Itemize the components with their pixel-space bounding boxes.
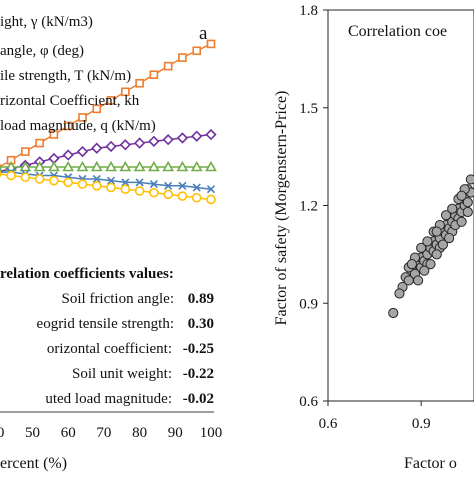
series-marker-friction_angle (150, 71, 157, 78)
right-x-tick-label: 0.6 (319, 416, 338, 432)
right-y-tick-label: 1.8 (299, 3, 318, 19)
annotation-label-horizontal: orizontal coefficient: (47, 341, 172, 357)
annotation-label-unit-weight: Soil unit weight: (72, 366, 172, 382)
right-y-tick-label: 1.5 (299, 101, 318, 117)
scatter-point (423, 237, 432, 246)
annotation-value-horizontal: -0.25 (183, 341, 214, 357)
series-marker-horizontal_coeff (164, 190, 172, 198)
series-marker-horizontal_coeff (50, 177, 58, 185)
panel-label: a (199, 23, 208, 44)
series-marker-horizontal_coeff (36, 175, 44, 183)
scatter-point (463, 207, 472, 216)
legend-entry-friction-angle: angle, φ (deg) (0, 43, 84, 59)
series-marker-horizontal_coeff (178, 192, 186, 200)
left-chart: 2030405060708090100 a ight, γ (kN/m3) an… (0, 0, 230, 474)
right-scatter-points (389, 175, 474, 318)
series-marker-horizontal_coeff (207, 195, 215, 203)
annotation-label-load: uted load magnitude: (45, 391, 172, 407)
annotation-heading: relation coefficients values: (0, 266, 174, 282)
series-marker-horizontal_coeff (107, 184, 115, 192)
series-marker-friction_angle (36, 140, 43, 147)
scatter-point (466, 175, 474, 184)
right-y-tick-group: 0.6 0.9 1.2 1.5 1.8 (299, 3, 328, 410)
right-y-tick-label: 0.6 (299, 394, 318, 410)
annotation-value-friction: 0.89 (188, 291, 214, 307)
scatter-point (432, 250, 441, 259)
scatter-point (426, 260, 435, 269)
series-marker-horizontal_coeff (93, 182, 101, 190)
series-marker-friction_angle (136, 80, 143, 87)
right-y-tick-label: 1.2 (299, 199, 318, 215)
legend-entry-horizontal-coeff: rizontal Coefficient, kh (0, 93, 140, 109)
series-marker-horizontal_coeff (121, 185, 129, 193)
scatter-point (413, 276, 422, 285)
series-marker-friction_angle (193, 47, 200, 54)
scatter-point (457, 191, 466, 200)
left-x-axis-label: ercent (%) (0, 455, 67, 472)
right-x-axis-label: Factor o (404, 455, 457, 472)
left-x-tick-label: 60 (61, 425, 76, 441)
right-chart: 0.6 0.9 1.2 1.5 1.8 0.6 0.9 Correlation coe F… (273, 3, 474, 472)
series-marker-friction_angle (179, 54, 186, 61)
scatter-point (389, 308, 398, 317)
right-x-tick-label: 0.9 (412, 416, 431, 432)
scatter-point (407, 260, 416, 269)
scatter-point (445, 233, 454, 242)
series-marker-horizontal_coeff (136, 187, 144, 195)
series-marker-horizontal_coeff (193, 194, 201, 202)
annotation-label-friction: Soil friction angle: (62, 291, 174, 307)
right-y-axis-label: Factor of safety (Morgenstern-Price) (273, 91, 290, 326)
right-chart-title: Correlation coe (348, 23, 447, 40)
left-x-tick-label: 90 (168, 425, 183, 441)
right-y-tick-label: 0.9 (299, 296, 318, 312)
scatter-point (395, 289, 404, 298)
series-marker-friction_angle (208, 40, 215, 47)
left-x-tick-label: 40 (0, 425, 4, 441)
scatter-point (448, 204, 457, 213)
legend-entry-load-magnitude: load magnitude, q (kN/m) (0, 118, 156, 134)
annotation-value-unit-weight: -0.22 (183, 366, 214, 382)
left-x-tick-label: 50 (25, 425, 40, 441)
series-marker-friction_angle (22, 148, 29, 155)
series-marker-friction_angle (165, 63, 172, 70)
annotation-label-tensile: eogrid tensile strength: (37, 316, 174, 332)
left-x-tick-label: 100 (200, 425, 223, 441)
series-marker-horizontal_coeff (150, 189, 158, 197)
series-marker-horizontal_coeff (0, 170, 1, 178)
annotation-value-tensile: 0.30 (188, 316, 214, 332)
series-marker-horizontal_coeff (78, 180, 86, 188)
series-marker-horizontal_coeff (7, 172, 15, 180)
left-x-tick-label: 80 (132, 425, 147, 441)
series-marker-horizontal_coeff (64, 178, 72, 186)
series-marker-horizontal_coeff (21, 173, 29, 181)
scatter-point (457, 217, 466, 226)
scatter-point (432, 227, 441, 236)
right-x-tick-group: 0.6 0.9 (319, 401, 431, 432)
legend-entry-unit-weight: ight, γ (kN/m3) (0, 14, 93, 30)
left-x-tick-label: 70 (96, 425, 111, 441)
legend-entry-tensile-strength: ile strength, T (kN/m) (0, 68, 131, 84)
annotation-value-load: -0.02 (183, 391, 214, 407)
